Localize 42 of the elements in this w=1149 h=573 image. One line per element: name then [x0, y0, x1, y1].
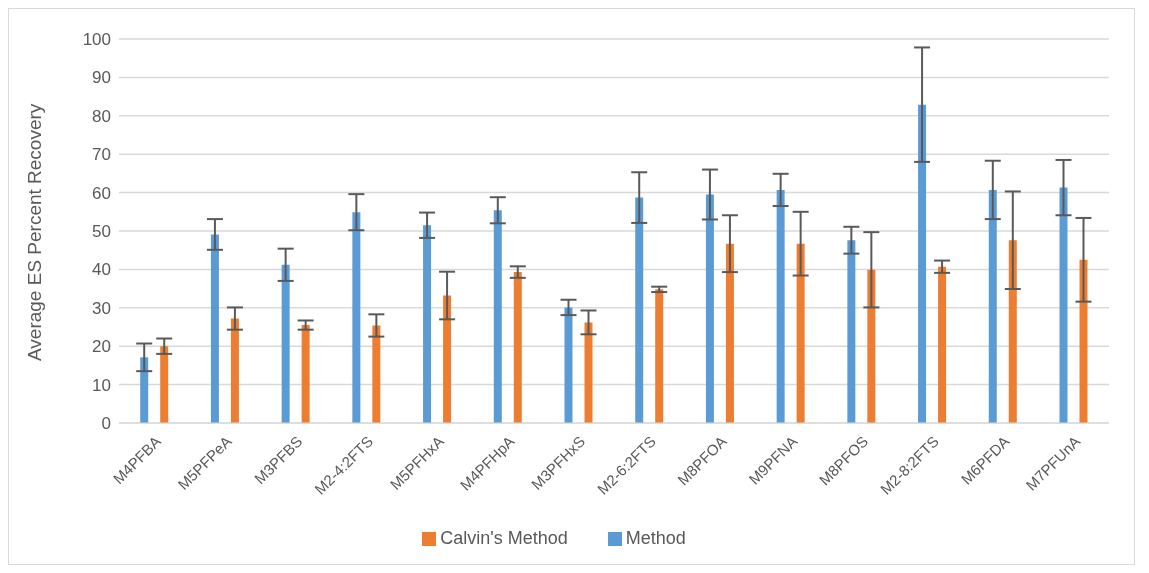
- y-tick-label: 90: [92, 68, 111, 88]
- legend-label: Calvin's Method: [440, 528, 568, 548]
- bar: [513, 272, 522, 423]
- bar: [140, 357, 149, 423]
- bar: [160, 346, 169, 423]
- y-tick-label: 100: [82, 30, 111, 50]
- y-tick-label: 60: [92, 183, 111, 203]
- bar: [776, 189, 785, 423]
- bar: [655, 289, 664, 423]
- bar: [635, 197, 644, 423]
- bar: [423, 225, 432, 423]
- bar: [867, 269, 876, 423]
- bar: [372, 325, 381, 423]
- bar: [705, 194, 714, 423]
- y-tick-label: 70: [92, 145, 111, 165]
- y-tick-label: 50: [92, 222, 111, 242]
- y-tick-label: 40: [92, 260, 111, 280]
- legend-label: Method: [625, 528, 686, 548]
- y-tick-label: 0: [101, 414, 111, 434]
- bar: [1059, 187, 1068, 423]
- y-tick-label: 10: [92, 375, 111, 395]
- y-tick-label: 30: [92, 298, 111, 318]
- bar: [443, 295, 452, 423]
- y-axis-title: Average ES Percent Recovery: [23, 103, 45, 361]
- bar: [584, 322, 593, 423]
- bar: [988, 189, 997, 423]
- bar: [352, 212, 361, 423]
- bar: [210, 234, 219, 423]
- bar: [847, 240, 856, 423]
- bar: [301, 325, 310, 423]
- bar: [918, 104, 927, 423]
- bar: [1079, 259, 1088, 423]
- bar: [938, 266, 947, 423]
- bar: [1008, 240, 1017, 423]
- y-tick-label: 20: [92, 337, 111, 357]
- bar: [493, 210, 502, 423]
- bar: [281, 264, 290, 423]
- bar: [796, 243, 805, 423]
- y-tick-label: 80: [92, 106, 111, 126]
- bar: [725, 243, 734, 423]
- bar: [230, 318, 239, 423]
- bar: [564, 307, 573, 423]
